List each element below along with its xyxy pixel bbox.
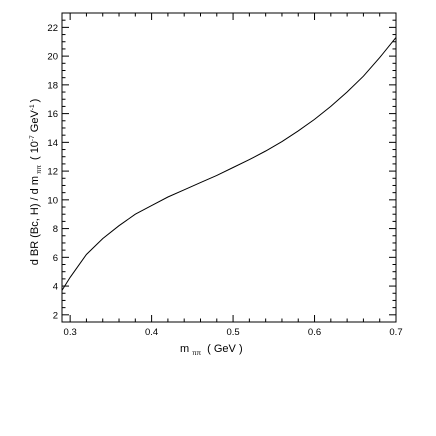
x-tick-labels: 0.3 0.4 0.5 0.6 0.7 (64, 327, 403, 338)
y-tick-label: 8 (53, 224, 58, 235)
y-tick-label: 22 (47, 23, 58, 34)
y-axis-title: d BR (Bc, H) / d m ππ ( 10-7 GeV-1) (29, 99, 43, 266)
x-tick-label: 0.7 (389, 327, 402, 338)
y-tick-label: 14 (47, 138, 58, 149)
y-tick-label: 18 (47, 80, 58, 91)
y-tick-labels: 2 4 6 8 10 12 14 16 18 20 22 (47, 23, 58, 321)
y-axis-title-unit-close: ) (29, 99, 41, 103)
x-axis-title-subscript: ππ (192, 350, 201, 357)
series-line (61, 37, 397, 291)
plot-frame (61, 12, 397, 323)
y-tick-label: 20 (47, 52, 58, 63)
x-tick-label: 0.5 (226, 327, 239, 338)
y-tick-label: 4 (53, 282, 58, 293)
y-tick-label: 6 (53, 253, 58, 264)
x-tick-label: 0.4 (145, 327, 158, 338)
x-axis-title-main: m (180, 343, 189, 355)
y-tick-label: 16 (47, 109, 58, 120)
y-tick-label: 2 (53, 310, 58, 321)
x-axis-title: m ππ ( GeV ) (180, 343, 243, 357)
y-axis-title-subscript: ππ (36, 165, 43, 174)
y-tick-label: 10 (47, 195, 58, 206)
y-axis-title-exponent: -7 (29, 135, 36, 141)
y-axis-title-unit-open: ( 10 (29, 141, 41, 160)
y-axis-title-unit-mid: GeV (29, 110, 41, 136)
tick-marks (62, 12, 397, 323)
y-tick-label: 12 (47, 167, 58, 178)
y-axis-title-prefix: d BR (Bc, H) / d m (29, 176, 41, 265)
x-tick-label: 0.3 (64, 327, 77, 338)
x-tick-label: 0.6 (308, 327, 321, 338)
x-axis-title-unit: ( GeV ) (207, 343, 242, 355)
y-axis-title-exponent-2: -1 (29, 104, 36, 110)
